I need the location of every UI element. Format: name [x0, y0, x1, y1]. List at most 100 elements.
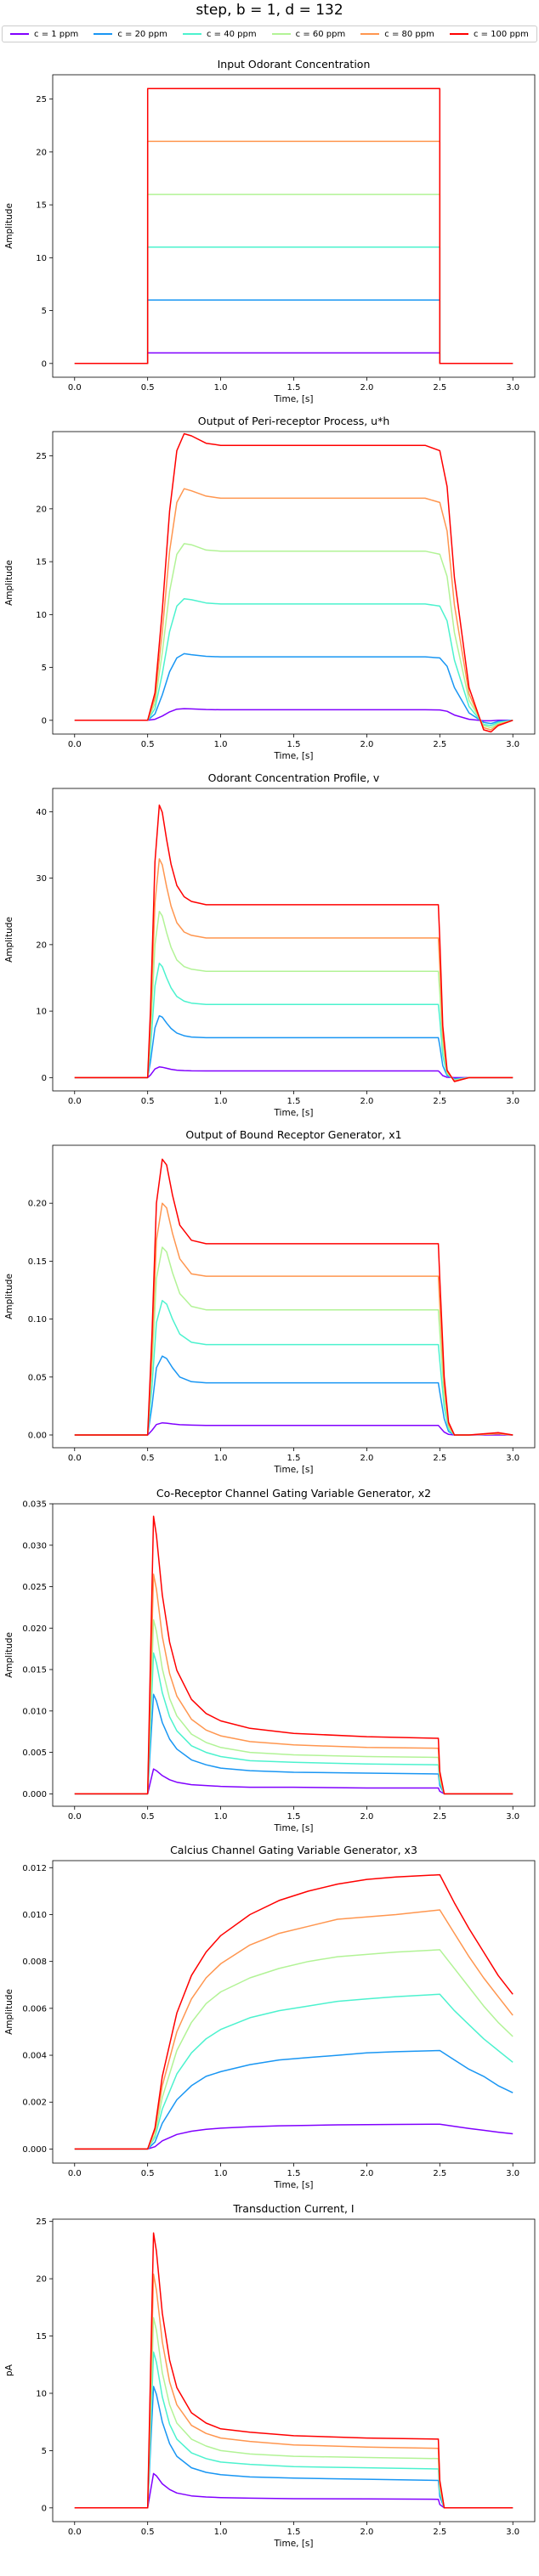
series-line-6	[74, 2232, 513, 2509]
series-line-6	[74, 1873, 513, 2150]
y-tick-label: 0.015	[22, 1666, 47, 1675]
x-tick-label: 1.5	[287, 2169, 301, 2178]
legend-swatch	[94, 33, 113, 35]
x-tick-label: 0.5	[141, 383, 155, 393]
series-line-6	[74, 432, 513, 733]
axes-frame	[52, 1144, 536, 1449]
y-tick-label: 0.008	[22, 1957, 47, 1967]
y-tick-label: 0	[42, 2504, 47, 2513]
legend-swatch	[271, 33, 291, 35]
y-axis-label: pA	[4, 2364, 14, 2376]
chart-title: Co-Receptor Channel Gating Variable Gene…	[156, 1487, 431, 1500]
x-tick-label: 2.5	[433, 1812, 446, 1822]
x-axis-label: Time, [s]	[273, 2539, 313, 2549]
series-line-5	[74, 140, 513, 364]
legend-label: c = 100 ppm	[473, 29, 529, 39]
x-tick-label: 2.5	[433, 1097, 446, 1106]
legend-swatch	[449, 33, 468, 35]
x-tick-label: 3.0	[506, 2528, 519, 2537]
series-group	[74, 2232, 513, 2509]
axes-frame	[52, 431, 536, 735]
axes-frame	[52, 74, 536, 378]
x-tick-label: 0.5	[141, 1454, 155, 1463]
x-tick-label: 1.0	[214, 1097, 228, 1106]
legend-entry: c = 60 ppm	[271, 30, 345, 39]
series-group	[74, 88, 513, 364]
series-line-4	[74, 193, 513, 364]
x-tick-label: 0.0	[68, 740, 82, 749]
series-line-3	[74, 2351, 513, 2509]
y-tick-label: 0.006	[22, 2004, 47, 2014]
legend-entry: c = 100 ppm	[449, 29, 529, 39]
y-tick-label: 0.005	[22, 1748, 47, 1758]
y-tick-label: 5	[42, 664, 47, 673]
series-line-2	[74, 2386, 513, 2509]
axes-frame	[52, 2218, 536, 2522]
series-group	[74, 432, 513, 733]
y-tick-label: 0.012	[22, 1864, 47, 1873]
x-axis-label: Time, [s]	[273, 2180, 313, 2190]
y-tick-label: 20	[36, 2275, 47, 2285]
axes-frame	[52, 788, 536, 1092]
x-tick-label: 0.5	[141, 2169, 155, 2178]
series-line-2	[74, 1014, 513, 1080]
x-tick-label: 0.5	[141, 1812, 155, 1822]
y-tick-label: 0.05	[28, 1373, 47, 1382]
series-line-3	[74, 963, 513, 1081]
x-tick-label: 1.5	[287, 740, 301, 749]
chart-panel-6: Calcius Channel Gating Variable Generato…	[4, 1844, 536, 2190]
series-line-1	[74, 1421, 513, 1436]
x-axis-label: Time, [s]	[273, 751, 313, 761]
series-line-3	[74, 246, 513, 364]
y-tick-label: 10	[36, 2389, 47, 2398]
series-line-2	[74, 2049, 513, 2150]
series-line-5	[74, 1202, 513, 1436]
x-tick-label: 3.0	[506, 1097, 519, 1106]
x-tick-label: 2.0	[360, 740, 373, 749]
x-tick-label: 3.0	[506, 740, 519, 749]
series-line-4	[74, 1949, 513, 2150]
series-line-2	[74, 652, 513, 725]
series-line-5	[74, 488, 513, 731]
y-tick-label: 0.020	[22, 1624, 47, 1634]
legend-entry: c = 80 ppm	[360, 30, 434, 39]
x-tick-label: 0.0	[68, 2169, 82, 2178]
axes-frame	[52, 1860, 536, 2164]
x-axis-label: Time, [s]	[273, 1465, 313, 1475]
x-tick-label: 2.0	[360, 2528, 373, 2537]
legend-entry: c = 40 ppm	[182, 30, 257, 39]
series-line-6	[74, 1515, 513, 1795]
x-tick-label: 1.5	[287, 1097, 301, 1106]
y-tick-label: 0.000	[22, 2145, 47, 2155]
series-line-1	[74, 2123, 513, 2150]
legend-entry: c = 1 ppm	[10, 30, 78, 39]
series-line-1	[74, 352, 513, 364]
x-tick-label: 1.5	[287, 1812, 301, 1822]
series-line-2	[74, 299, 513, 364]
series-line-1	[74, 2472, 513, 2509]
y-tick-label: 30	[36, 874, 47, 884]
y-tick-label: 25	[36, 95, 47, 105]
x-tick-label: 0.0	[68, 2528, 82, 2537]
legend-label: c = 1 ppm	[34, 29, 79, 39]
y-tick-label: 5	[42, 2447, 47, 2456]
chart-title: Calcius Channel Gating Variable Generato…	[170, 1844, 417, 1856]
y-tick-label: 20	[36, 505, 47, 514]
y-tick-label: 10	[36, 254, 47, 263]
x-tick-label: 1.0	[214, 383, 228, 393]
y-tick-label: 25	[36, 2217, 47, 2227]
x-tick-label: 1.0	[214, 1454, 228, 1463]
x-tick-label: 2.0	[360, 2169, 373, 2178]
chart-panel-3: Odorant Concentration Profile, v 0.0 0.5 1.…	[4, 771, 536, 1118]
series-line-6	[74, 804, 513, 1082]
series-line-6	[74, 88, 513, 364]
y-tick-label: 20	[36, 941, 47, 950]
y-tick-label: 0	[42, 359, 47, 369]
y-tick-label: 10	[36, 611, 47, 620]
series-line-4	[74, 543, 513, 729]
x-tick-label: 2.5	[433, 1454, 446, 1463]
y-tick-label: 15	[36, 201, 47, 211]
chart-title: Transduction Current, I	[232, 2202, 354, 2215]
legend-swatch	[182, 33, 201, 35]
